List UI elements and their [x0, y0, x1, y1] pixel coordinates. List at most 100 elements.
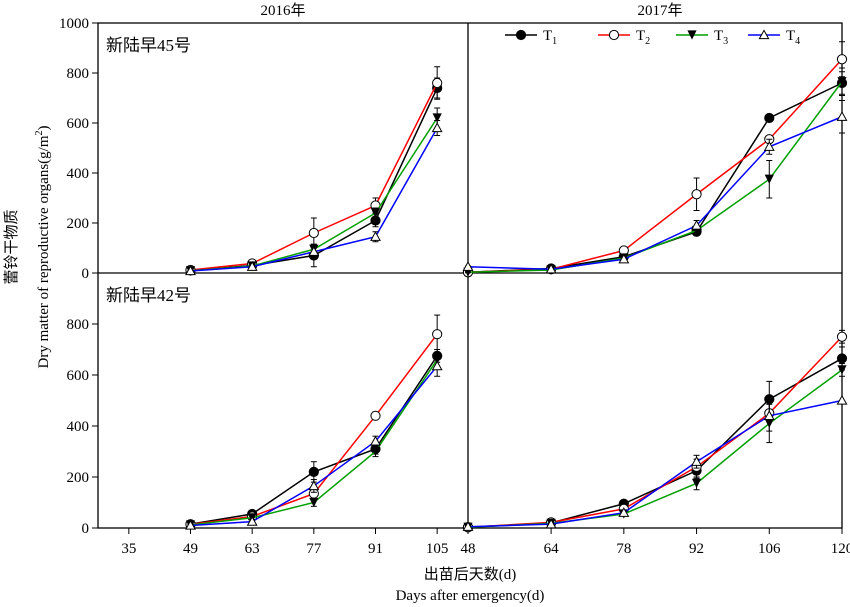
point-T3: [764, 174, 774, 184]
x-tick-label: 77: [306, 541, 322, 557]
point-T2: [836, 54, 848, 65]
series-line-T2: [467, 58, 843, 273]
y-tick-label: 800: [67, 66, 90, 82]
y-tick-label: 800: [67, 317, 90, 333]
point-T3: [691, 478, 702, 488]
legend-label-sub: 1: [552, 36, 557, 47]
y-axis-title-en-close: ): [36, 126, 52, 131]
x-tick-label: 48: [461, 541, 476, 557]
legend-marker-T4: [758, 29, 770, 40]
y-tick-label: 0: [82, 521, 90, 537]
point-T4: [691, 219, 703, 230]
legend-label-T2: T2: [636, 28, 650, 47]
x-tick-label: 64: [544, 541, 560, 557]
legend-label-base: T: [543, 28, 552, 44]
point-T4: [431, 122, 443, 133]
y-tick-label: 600: [67, 116, 90, 132]
series-line-T2: [467, 336, 843, 528]
y-axis-title-en-sup: 2: [34, 131, 45, 136]
point-T4: [462, 521, 474, 531]
point-T4: [545, 263, 557, 274]
point-T4: [431, 360, 443, 371]
y-tick-label: 0: [82, 266, 90, 282]
point-T4: [308, 480, 320, 491]
point-T3: [370, 208, 381, 218]
row-label-45: 新陆早45号: [106, 36, 191, 55]
point-T4: [462, 261, 474, 271]
legend-label-T1: T1: [543, 28, 557, 47]
panel-0: [185, 66, 443, 276]
y-axis-title-en-main: Dry matter of reproductive organs(g/m: [36, 135, 52, 368]
y-axis-title-zh: 蕾铃干物质: [3, 209, 20, 284]
series-line-T3: [467, 81, 843, 273]
y-tick-label: 400: [67, 166, 90, 182]
y-tick-label: 400: [67, 419, 90, 435]
series-line-T3: [467, 369, 843, 528]
series-line-T1: [467, 82, 843, 273]
point-T4: [618, 507, 630, 517]
panel-1: [462, 41, 848, 278]
point-T3: [309, 497, 319, 508]
point-T4: [246, 515, 258, 526]
point-T4: [370, 435, 381, 446]
point-T4: [763, 141, 775, 151]
point-T4: [763, 410, 775, 420]
point-T4: [185, 265, 196, 276]
x-tick-label: 63: [245, 541, 260, 557]
point-T4: [836, 394, 848, 405]
point-T1: [764, 112, 775, 124]
column-title-2017: 2017年: [637, 2, 682, 19]
point-T4: [836, 111, 848, 121]
legend-marker-T3: [687, 30, 697, 40]
point-T2: [308, 227, 319, 239]
x-tick-label: 78: [616, 541, 631, 557]
legend-label-base: T: [714, 28, 723, 44]
axis-ticks: 0 200 400 600 800 1000 0 200 400 600 800 35 49 63 77 91…: [59, 16, 850, 557]
point-T3: [837, 77, 847, 87]
y-tick-label: 200: [67, 216, 90, 232]
point-T2: [691, 189, 702, 200]
x-axis-title-zh: 出苗后天数(d): [424, 566, 517, 583]
x-tick-label: 91: [368, 541, 383, 557]
legend-marker-T1: [515, 29, 527, 41]
point-T2: [836, 331, 848, 342]
data-series: [185, 41, 848, 533]
point-T2: [432, 329, 443, 340]
point-T3: [370, 446, 381, 457]
x-tick-label: 35: [121, 541, 136, 557]
x-tick-label: 92: [689, 541, 704, 557]
y-tick-label: 200: [67, 470, 90, 486]
point-T2: [432, 77, 443, 89]
x-tick-label: 106: [758, 541, 781, 557]
point-T4: [246, 261, 258, 271]
row-label-42: 新陆早42号: [106, 286, 191, 305]
point-T1: [836, 353, 848, 364]
legend: T1 T2 T3 T4: [505, 28, 800, 47]
point-T4: [370, 231, 381, 241]
legend-label-base: T: [636, 28, 645, 44]
point-T1: [308, 466, 319, 477]
series-line-T1: [467, 357, 843, 528]
legend-label-sub: 3: [723, 36, 728, 47]
series-line-T4: [467, 116, 843, 271]
legend-marker-T2: [608, 29, 620, 41]
series-line-T4: [467, 399, 843, 528]
point-T4: [618, 253, 630, 264]
point-T4: [545, 518, 557, 529]
y-tick-label: 600: [67, 368, 90, 384]
x-tick-label: 105: [426, 541, 449, 557]
legend-label-T4: T4: [786, 28, 800, 47]
point-T3: [432, 113, 442, 123]
legend-label-T3: T3: [714, 28, 728, 47]
x-tick-label: 49: [183, 541, 198, 557]
panel-2: [185, 314, 443, 530]
x-axis-title-en: Days after emergency(d): [396, 588, 545, 604]
point-T2: [370, 410, 381, 421]
x-tick-label: 120: [831, 541, 850, 557]
point-T4: [308, 246, 320, 256]
point-T3: [837, 365, 847, 375]
point-T4: [185, 519, 196, 530]
column-title-2016: 2016年: [260, 2, 305, 19]
y-tick-label: 1000: [59, 16, 89, 32]
